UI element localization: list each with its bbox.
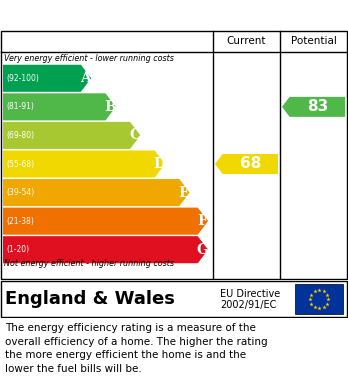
Text: Potential: Potential bbox=[291, 36, 337, 47]
Text: 68: 68 bbox=[240, 156, 261, 172]
Text: F: F bbox=[197, 214, 207, 228]
Text: A: A bbox=[80, 71, 91, 85]
Text: Current: Current bbox=[227, 36, 266, 47]
Text: E: E bbox=[179, 186, 189, 199]
Polygon shape bbox=[3, 122, 140, 149]
Text: Not energy efficient - higher running costs: Not energy efficient - higher running co… bbox=[4, 259, 174, 268]
Text: C: C bbox=[129, 128, 140, 142]
Text: England & Wales: England & Wales bbox=[5, 290, 175, 308]
Text: D: D bbox=[153, 157, 165, 171]
Polygon shape bbox=[3, 151, 165, 178]
Text: (69-80): (69-80) bbox=[6, 131, 34, 140]
Polygon shape bbox=[3, 179, 190, 206]
Polygon shape bbox=[282, 97, 345, 117]
Polygon shape bbox=[3, 208, 208, 235]
Polygon shape bbox=[3, 93, 116, 120]
Text: EU Directive: EU Directive bbox=[220, 289, 280, 299]
Text: Very energy efficient - lower running costs: Very energy efficient - lower running co… bbox=[4, 54, 174, 63]
Text: 2002/91/EC: 2002/91/EC bbox=[220, 300, 276, 310]
Text: 83: 83 bbox=[307, 99, 328, 114]
Text: (81-91): (81-91) bbox=[6, 102, 34, 111]
Text: The energy efficiency rating is a measure of the
overall efficiency of a home. T: The energy efficiency rating is a measur… bbox=[5, 323, 268, 374]
Text: Energy Efficiency Rating: Energy Efficiency Rating bbox=[7, 7, 217, 23]
Text: (55-68): (55-68) bbox=[6, 160, 34, 169]
Text: (39-54): (39-54) bbox=[6, 188, 34, 197]
Polygon shape bbox=[3, 236, 208, 263]
Text: (21-38): (21-38) bbox=[6, 217, 34, 226]
Polygon shape bbox=[3, 65, 91, 92]
Text: G: G bbox=[196, 243, 208, 257]
Text: (1-20): (1-20) bbox=[6, 245, 29, 254]
Bar bbox=[295, 284, 343, 314]
Text: B: B bbox=[104, 100, 116, 114]
Text: (92-100): (92-100) bbox=[6, 74, 39, 83]
Polygon shape bbox=[215, 154, 278, 174]
